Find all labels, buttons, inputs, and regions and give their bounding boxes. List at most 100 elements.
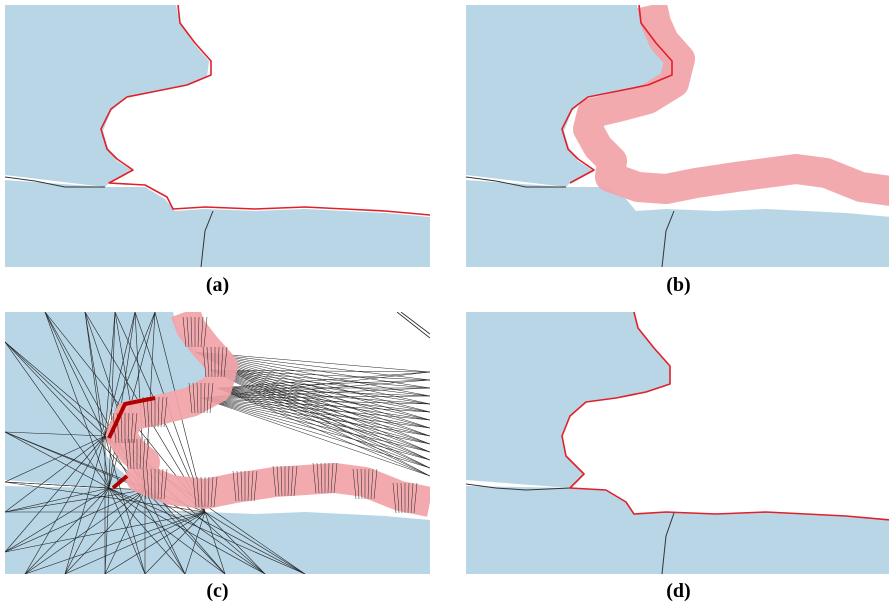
buffer-triangle-edge xyxy=(133,412,138,444)
mesh-edge xyxy=(200,397,430,421)
panel-b-map xyxy=(466,5,889,267)
mesh-edge xyxy=(5,511,206,553)
mesh-edge xyxy=(209,369,430,389)
buffer-triangle-edge xyxy=(142,438,146,470)
mesh-edge xyxy=(209,369,430,373)
mesh-edge xyxy=(24,487,110,574)
buffer-triangles xyxy=(112,316,418,514)
buffer-triangle-edge xyxy=(160,396,164,428)
panel-label-a: (a) xyxy=(205,274,230,296)
buffer-triangle-edge xyxy=(145,438,150,470)
buffer-triangle-edge xyxy=(186,316,190,348)
mesh-edge xyxy=(204,511,266,574)
mesh-edge xyxy=(184,511,206,574)
country-border xyxy=(466,483,571,491)
mesh-edge xyxy=(204,511,226,574)
mesh-edge xyxy=(200,379,430,399)
mesh-edge xyxy=(5,481,146,491)
mesh-edge xyxy=(204,511,306,574)
land-west xyxy=(466,5,670,187)
mesh-edge xyxy=(209,369,430,429)
buffer-triangle-edge xyxy=(132,438,135,470)
mesh-edge xyxy=(104,312,116,437)
buffer-triangle-edge xyxy=(373,468,378,500)
mesh-edge xyxy=(216,387,430,461)
mesh-edge xyxy=(5,341,106,437)
mesh-edge xyxy=(5,435,106,513)
mesh-edge xyxy=(216,387,430,405)
buffer-triangle-edge xyxy=(146,468,150,500)
buffer-triangle-edge xyxy=(247,470,250,502)
buffer-triangle-edge xyxy=(139,438,142,470)
buffer-triangle-edge xyxy=(202,346,207,378)
buffer-triangle-edge xyxy=(130,412,134,444)
panel-a-map xyxy=(5,5,430,267)
mesh-edge xyxy=(144,511,206,574)
mesh-edge xyxy=(64,511,206,574)
buffer-triangle-edge xyxy=(407,482,410,514)
mesh-edge xyxy=(24,511,206,574)
mesh-edge xyxy=(216,387,430,397)
mesh-edge xyxy=(44,312,106,437)
buffer-triangle-edge xyxy=(163,396,168,428)
mesh-edge xyxy=(209,369,430,397)
buffer-triangle-edge xyxy=(396,482,400,514)
buffer-triangle-edge xyxy=(370,468,374,500)
buffer-triangle-edge xyxy=(182,316,187,348)
buffer-triangle-edge xyxy=(236,470,240,502)
buffer-triangle-edge xyxy=(320,462,323,494)
mesh-edge xyxy=(209,369,430,421)
buffer-triangle-edge xyxy=(197,316,200,348)
buffer-triangle-edge xyxy=(190,316,193,348)
country-border xyxy=(5,176,105,188)
buffer-triangle-edge xyxy=(127,412,130,444)
panel-label-b: (b) xyxy=(666,274,691,296)
buffer-triangle-edge xyxy=(157,468,160,500)
mesh-edge xyxy=(5,489,146,513)
triangulation-mesh xyxy=(5,312,430,574)
mesh-edge xyxy=(5,487,110,513)
mesh-edge xyxy=(5,435,106,553)
mesh-edge xyxy=(84,312,110,489)
mesh-edge xyxy=(216,387,430,477)
land-south xyxy=(466,180,889,267)
mesh-edge xyxy=(144,489,226,574)
buffer-triangle-edge xyxy=(316,462,320,494)
buffer-triangle-edge xyxy=(312,462,317,494)
highlighted-edge-lower xyxy=(111,474,129,490)
mesh-edge xyxy=(108,487,186,574)
buffer-triangle-edge xyxy=(203,382,206,414)
buffer-triangle-edge xyxy=(253,470,258,502)
buffer-triangle-edge xyxy=(367,468,370,500)
mesh-edge xyxy=(44,312,110,489)
country-border-south xyxy=(200,210,214,267)
buffer-triangle-edge xyxy=(232,470,237,502)
buffer-triangle-edge xyxy=(352,468,357,500)
land-south xyxy=(5,486,430,574)
mesh-edge xyxy=(209,369,430,437)
highlighted-edge xyxy=(107,396,156,439)
buffer-triangle-edge xyxy=(150,396,153,428)
panel-a xyxy=(5,5,430,267)
panel-d-map xyxy=(466,312,889,574)
country-border xyxy=(466,176,566,188)
buffer-triangle-edge xyxy=(287,465,290,497)
mesh-edge xyxy=(104,312,136,437)
buffer-triangle-edge xyxy=(206,382,210,414)
buffer-triangle-edge xyxy=(207,476,210,508)
mesh-edge xyxy=(400,312,430,335)
land-south xyxy=(5,180,430,267)
mesh-edge xyxy=(200,397,430,445)
mesh-edge xyxy=(144,489,266,574)
panel-label-c: (c) xyxy=(206,580,229,602)
mesh-edge xyxy=(5,341,110,489)
buffer-triangle-edge xyxy=(192,382,196,414)
country-border-south xyxy=(661,512,675,574)
buffer-triangle-edge xyxy=(196,476,200,508)
buffer-triangle-edge xyxy=(203,316,208,348)
coastline-red xyxy=(561,312,889,521)
mesh-edge xyxy=(216,387,430,437)
mesh-edge xyxy=(200,397,430,461)
mesh-edge xyxy=(216,371,430,389)
mesh-edge xyxy=(5,489,146,553)
